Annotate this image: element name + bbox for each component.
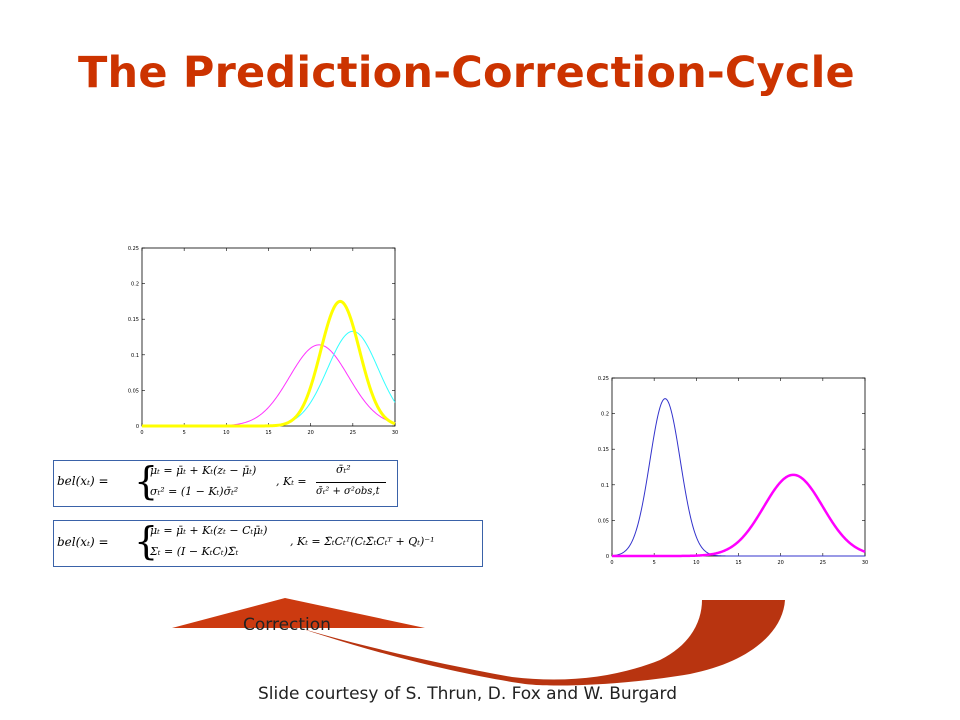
x-tick-label: 5 <box>653 560 656 566</box>
x-tick-label: 30 <box>862 560 868 566</box>
series-line <box>141 299 396 428</box>
formula-covariance-update: Σₜ = (I − KₜCₜ)Σ̄ₜ <box>150 545 239 558</box>
formula-gain-numerator: σ̄ₜ² <box>336 463 351 476</box>
formula-mean-update: μₜ = μ̄ₜ + Kₜ(zₜ − Cₜμ̄ₜ) <box>150 524 268 537</box>
y-tick-label: 0.15 <box>598 447 609 453</box>
x-tick-label: 10 <box>223 430 229 436</box>
x-tick-label: 0 <box>610 560 613 566</box>
formula-mean-update: μₜ = μ̄ₜ + Kₜ(zₜ − μ̄ₜ) <box>150 464 257 477</box>
formula-gain: , Kₜ = Σ̄ₜCₜᵀ(CₜΣ̄ₜCₜᵀ + Qₜ)⁻¹ <box>290 535 435 548</box>
correction-label: Correction <box>243 615 331 635</box>
fraction-bar <box>316 482 386 483</box>
y-tick-label: 0.05 <box>128 388 139 394</box>
x-tick-label: 20 <box>307 430 313 436</box>
scalar-kalman-formula: bel(xₜ) = { μₜ = μ̄ₜ + Kₜ(zₜ − μ̄ₜ) σₜ² … <box>53 459 398 507</box>
correction-plot: 0 5 10 15 20 25 30 0 0.05 0.1 0.15 0.2 0.25 <box>598 376 868 566</box>
x-tick-label: 0 <box>140 430 143 436</box>
formula-variance-update: σₜ² = (1 − Kₜ)σ̄ₜ² <box>150 485 239 498</box>
x-tick-label: 5 <box>183 430 186 436</box>
formula-gain-denominator: σ̄ₜ² + σ²obs,t <box>316 486 380 497</box>
y-tick-label: 0.05 <box>598 518 609 524</box>
x-tick-label: 30 <box>392 430 398 436</box>
series-line <box>611 473 866 558</box>
left-brace: { <box>134 519 159 563</box>
arrow-body <box>300 600 785 686</box>
y-tick-label: 0 <box>606 554 609 560</box>
series-line <box>611 398 865 557</box>
y-tick-label: 0.2 <box>131 282 139 288</box>
slide-title: The Prediction-Correction-Cycle <box>78 48 855 98</box>
x-tick-label: 15 <box>265 430 271 436</box>
matrix-kalman-formula: bel(xₜ) = { μₜ = μ̄ₜ + Kₜ(zₜ − Cₜμ̄ₜ) Σₜ… <box>53 519 483 567</box>
slide-footer: Slide courtesy of S. Thrun, D. Fox and W… <box>258 684 678 704</box>
y-tick-label: 0.1 <box>131 353 139 359</box>
y-tick-label: 0.25 <box>128 246 139 252</box>
plot-frame <box>141 247 396 427</box>
y-tick-label: 0.2 <box>601 412 609 418</box>
x-tick-label: 25 <box>820 560 826 566</box>
formula-lhs: bel(xₜ) = <box>57 474 109 488</box>
x-tick-label: 15 <box>735 560 741 566</box>
formula-lhs: bel(xₜ) = <box>57 535 109 549</box>
y-tick-label: 0.15 <box>128 317 139 323</box>
y-tick-label: 0.25 <box>598 376 609 382</box>
x-tick-label: 20 <box>777 560 783 566</box>
y-tick-label: 0 <box>136 424 139 430</box>
prediction-plot: 0 5 10 15 20 25 30 0 0.05 0.1 0.15 0.2 0.25 <box>128 246 398 436</box>
x-tick-label: 10 <box>693 560 699 566</box>
x-tick-label: 25 <box>350 430 356 436</box>
arrow-head <box>172 598 425 628</box>
y-tick-label: 0.1 <box>601 483 609 489</box>
formula-gain-lhs: , Kₜ = <box>276 475 307 488</box>
left-brace: { <box>134 459 159 503</box>
